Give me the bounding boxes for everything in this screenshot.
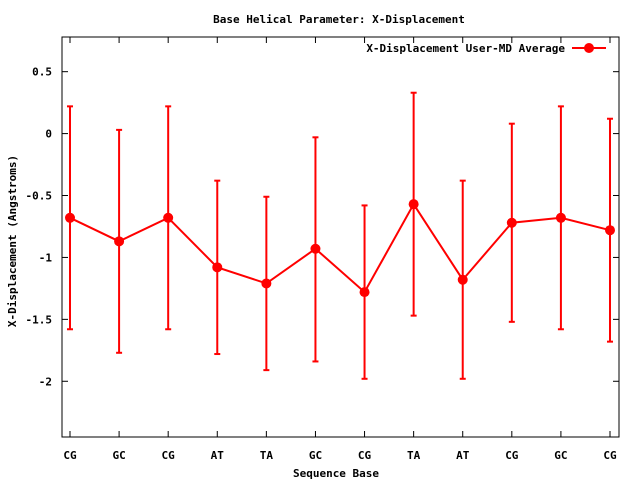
x-tick-label: TA	[407, 449, 421, 462]
data-point	[408, 199, 419, 210]
y-tick-label: -1	[39, 251, 53, 264]
data-point	[114, 236, 125, 247]
legend: X-Displacement User-MD Average	[366, 42, 606, 55]
legend-label: X-Displacement User-MD Average	[366, 42, 565, 55]
y-tick-label: 0	[45, 128, 52, 141]
x-tick-label: GC	[112, 449, 125, 462]
data-point	[212, 262, 223, 273]
x-axis-label: Sequence Base	[293, 467, 379, 480]
x-tick-label: CG	[63, 449, 77, 462]
x-tick-label: CG	[603, 449, 617, 462]
data-point	[555, 212, 566, 223]
x-tick-label: TA	[260, 449, 274, 462]
x-tick-label: GC	[554, 449, 567, 462]
plot-frame	[61, 36, 620, 438]
series-group	[65, 91, 615, 380]
legend-swatch-marker	[584, 43, 594, 53]
series-line	[69, 202, 611, 294]
x-tick-label: CG	[358, 449, 372, 462]
data-point	[163, 212, 174, 223]
data-point	[605, 225, 615, 236]
data-point	[310, 243, 321, 254]
x-tick-label: CG	[162, 449, 176, 462]
y-tick-label: -2	[39, 375, 52, 388]
y-axis-label: X-Displacement (Angstroms)	[6, 155, 19, 327]
data-point	[65, 212, 75, 223]
data-point	[457, 274, 468, 285]
y-tick-label: -1.5	[26, 313, 53, 326]
x-tick-label: AT	[211, 449, 225, 462]
x-tick-label: GC	[309, 449, 322, 462]
y-tick-label: 0.5	[32, 66, 52, 79]
data-point	[261, 278, 272, 289]
data-point	[506, 217, 517, 228]
data-point	[359, 287, 370, 298]
axes: -2 -1.5 -1 -0.5 0 0.5 CG GC CG AT TA GC CG TA AT CG GC CG	[26, 37, 619, 462]
y-tick-label: -0.5	[26, 190, 53, 203]
chart-title: Base Helical Parameter: X-Displacement	[213, 13, 465, 26]
x-tick-label: AT	[456, 449, 470, 462]
x-tick-label: CG	[505, 449, 519, 462]
